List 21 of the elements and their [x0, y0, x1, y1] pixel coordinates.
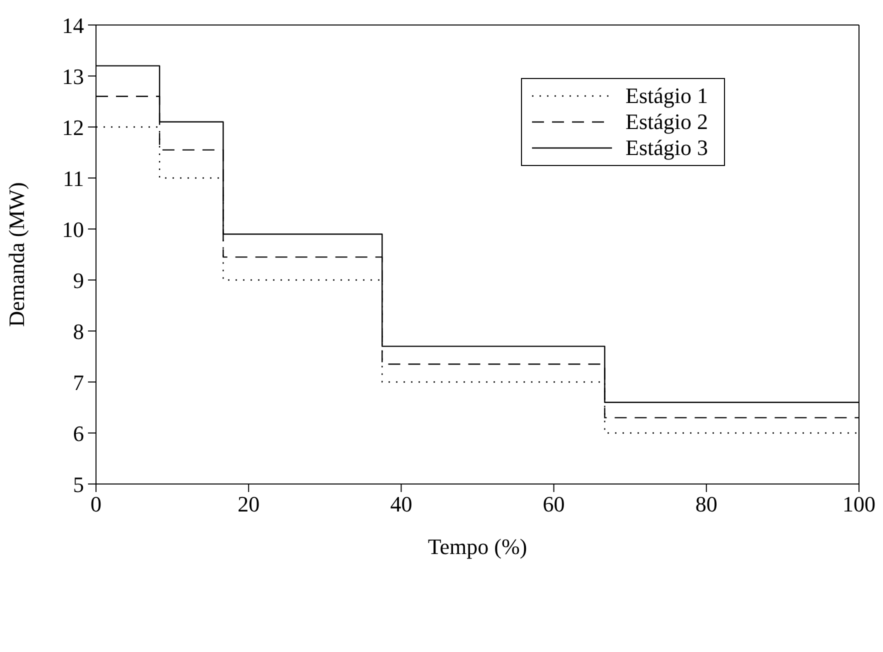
y-tick-label: 8: [73, 318, 84, 344]
y-tick-label: 14: [62, 12, 84, 38]
x-tick-label: 40: [390, 492, 412, 517]
y-tick-label: 11: [62, 166, 84, 191]
legend-label: Estágio 1: [626, 83, 708, 109]
x-tick-label: 0: [90, 492, 102, 517]
y-tick-label: 12: [62, 114, 84, 140]
y-tick-label: 7: [73, 370, 84, 395]
y-tick-label: 10: [62, 216, 84, 242]
x-tick-label: 100: [842, 492, 876, 517]
x-axis-title: Tempo (%): [428, 534, 528, 559]
x-tick-label: 20: [238, 492, 260, 517]
y-tick-label: 9: [73, 268, 84, 293]
legend-label: Estágio 3: [626, 135, 708, 161]
legend-label: Estágio 2: [626, 109, 708, 135]
y-tick-label: 13: [62, 64, 84, 89]
y-axis-title: Demanda (MW): [4, 182, 29, 327]
x-tick-label: 60: [542, 492, 565, 517]
x-tick-label: 80: [695, 492, 718, 517]
y-tick-label: 5: [73, 472, 84, 497]
y-tick-label: 6: [73, 420, 84, 446]
